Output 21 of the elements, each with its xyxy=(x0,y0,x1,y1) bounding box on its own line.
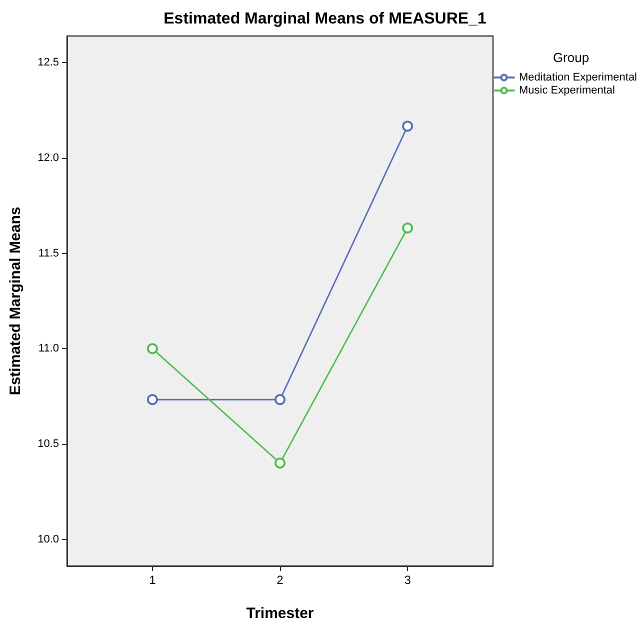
y-tick-label: 12.5 xyxy=(38,56,59,69)
x-axis-title: Trimester xyxy=(246,605,314,622)
point xyxy=(274,394,286,406)
legend-title: Group xyxy=(552,50,590,65)
y-tick-label: 11.0 xyxy=(38,342,59,355)
legend-label: Music Experimental xyxy=(519,84,615,96)
point xyxy=(402,222,414,234)
y-tick-label: 10.0 xyxy=(38,533,59,546)
point xyxy=(146,343,158,354)
chart-title: Estimated Marginal Means of MEASURE_1 xyxy=(164,10,486,28)
y-tick-label: 12.0 xyxy=(38,152,59,164)
point xyxy=(146,394,158,406)
x-tick-label: 1 xyxy=(149,573,156,587)
y-axis-title: Estimated Marginal Means xyxy=(7,206,24,396)
legend-label: Meditation Experimental xyxy=(519,72,638,84)
y-tick-label: 11.5 xyxy=(38,247,59,260)
point xyxy=(274,458,286,469)
point xyxy=(402,120,414,132)
x-tick-label: 2 xyxy=(276,573,284,587)
x-tick-label: 3 xyxy=(404,573,412,587)
y-tick-label: 10.5 xyxy=(38,438,59,450)
